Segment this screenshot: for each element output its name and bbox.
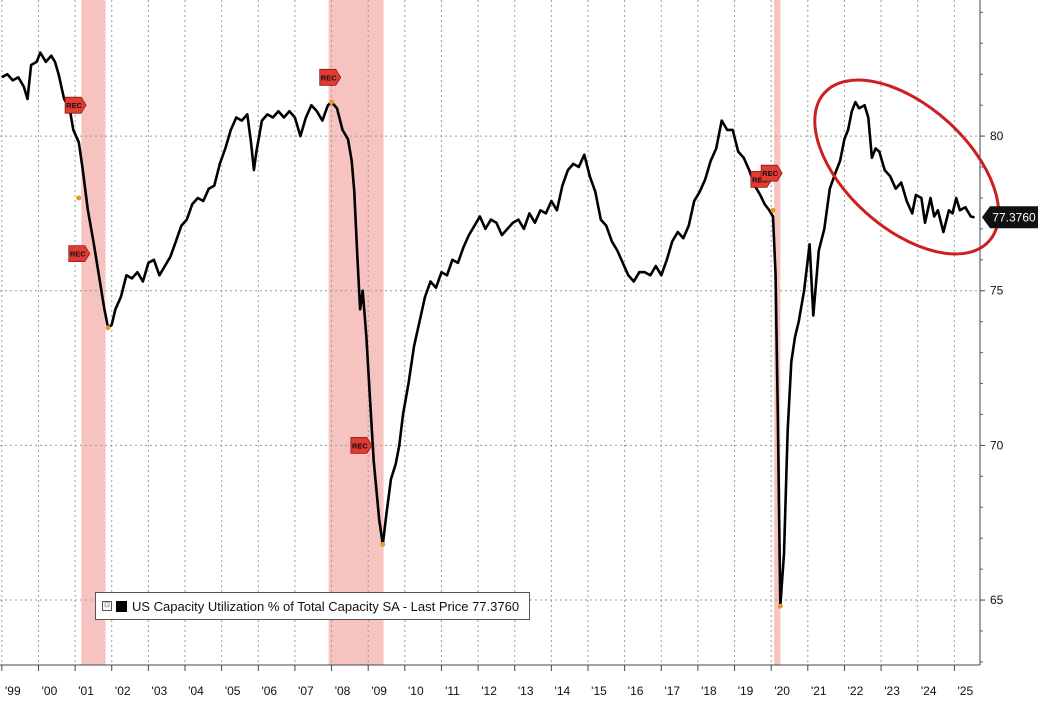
- x-tick-label: '21: [811, 684, 827, 698]
- last-value-label: 77.3760: [992, 210, 1036, 224]
- x-tick-label: '14: [555, 684, 571, 698]
- x-tick-label: '09: [371, 684, 387, 698]
- x-tick-label: '12: [481, 684, 497, 698]
- recession-point: [777, 603, 783, 609]
- x-tick-label: '24: [921, 684, 937, 698]
- rec-marker: REC: [350, 436, 373, 454]
- rec-marker-label: REC: [752, 175, 768, 184]
- x-tick-label: '99: [5, 684, 21, 698]
- rec-marker: REC: [68, 245, 91, 263]
- x-tick-label: '13: [518, 684, 534, 698]
- rec-marker-label: REC: [321, 73, 337, 82]
- x-tick-label: '04: [188, 684, 204, 698]
- recession-point: [105, 325, 111, 331]
- x-tick-label: '03: [152, 684, 168, 698]
- legend-swatch: [116, 600, 127, 612]
- x-tick-label: '15: [591, 684, 607, 698]
- y-tick-label: 80: [990, 129, 1004, 143]
- x-tick-label: '08: [335, 684, 351, 698]
- rec-marker-shape: [319, 68, 342, 86]
- last-value-tag-shape: [982, 206, 1038, 229]
- recession-point: [770, 207, 776, 213]
- x-tick-label: '25: [958, 684, 974, 698]
- rec-marker-shape: [68, 245, 91, 263]
- recession-point: [380, 541, 386, 547]
- rec-marker-shape: [350, 436, 373, 454]
- rec-marker-shape: [64, 96, 87, 114]
- x-tick-label: '02: [115, 684, 131, 698]
- x-tick-label: '10: [408, 684, 424, 698]
- rec-marker-label: REC: [762, 169, 778, 178]
- y-tick-label: 70: [990, 438, 1004, 452]
- legend-text: US Capacity Utilization % of Total Capac…: [132, 598, 520, 614]
- series-group: [1, 51, 975, 608]
- x-tick-label: '17: [664, 684, 680, 698]
- x-tick-label: '20: [774, 684, 790, 698]
- recession-shading-group: [81, 0, 781, 665]
- grid-group: [0, 0, 980, 665]
- rec-marker: REC: [760, 164, 783, 182]
- x-tick-label: '23: [884, 684, 900, 698]
- x-tick-label: '05: [225, 684, 241, 698]
- x-tick-label: '18: [701, 684, 717, 698]
- series-line: [1, 51, 975, 608]
- tick-labels-group: 65 70 75 80 '99 '00 '01 '02 '03 '04 '05 '06 '07 '08 '0…: [5, 129, 1004, 698]
- legend: ⊡ US Capacity Utilization % of Total Cap…: [95, 592, 531, 620]
- recession-band: [328, 0, 384, 665]
- x-tick-label: '00: [42, 684, 58, 698]
- rec-marker: REC: [64, 96, 87, 114]
- x-tick-label: '01: [78, 684, 94, 698]
- rec-marker-label: REC: [66, 101, 82, 110]
- x-tick-label: '16: [628, 684, 644, 698]
- recession-point: [329, 99, 335, 105]
- last-value-tag: 77.3760: [982, 206, 1038, 229]
- x-tick-label: '06: [261, 684, 277, 698]
- rec-marker-label: REC: [352, 441, 368, 450]
- rec-marker-label: REC: [70, 250, 86, 259]
- y-tick-label: 75: [990, 284, 1004, 298]
- rec-marker: REC: [319, 68, 342, 86]
- x-tick-label: '19: [738, 684, 754, 698]
- recession-point: [76, 195, 82, 201]
- x-tick-label: '07: [298, 684, 314, 698]
- x-tick-label: '22: [848, 684, 864, 698]
- legend-checkbox-icon[interactable]: ⊡: [102, 601, 112, 611]
- y-tick-label: 65: [990, 593, 1004, 607]
- highlight-ellipse: [813, 78, 1001, 256]
- recession-band: [81, 0, 106, 665]
- axes-group: [0, 0, 985, 671]
- x-tick-label: '11: [445, 684, 460, 698]
- rec-marker-shape: [760, 164, 783, 182]
